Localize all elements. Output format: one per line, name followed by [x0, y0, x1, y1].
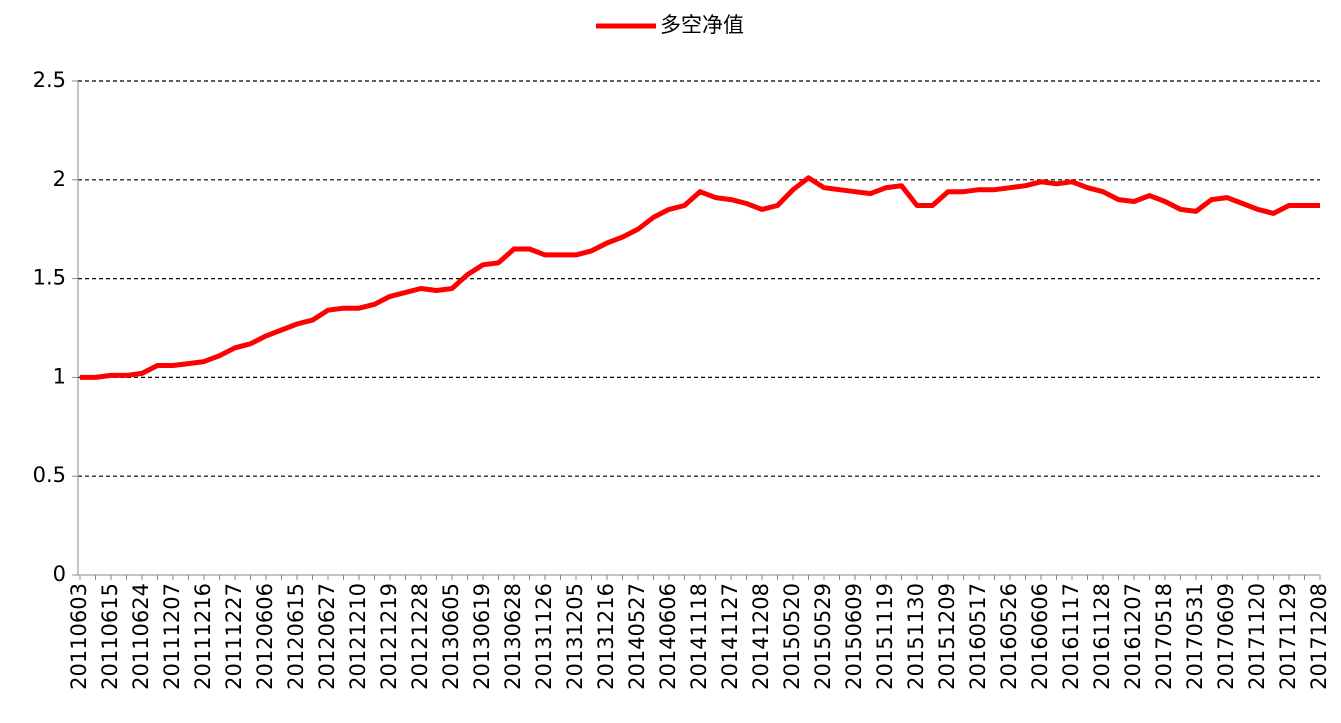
x-tick-label: 20151119 — [873, 583, 897, 690]
x-tick-label: 20170518 — [1152, 583, 1176, 690]
x-tick-label: 20170531 — [1183, 583, 1207, 690]
x-tick-label: 20111216 — [191, 583, 215, 690]
x-tick-label: 20171129 — [1276, 583, 1300, 690]
x-tick-label: 20131205 — [563, 583, 587, 690]
x-tick-label: 20120606 — [253, 583, 277, 690]
x-tick-label: 20170609 — [1214, 583, 1238, 690]
x-tick-label: 20151130 — [904, 583, 928, 690]
y-tick-label: 2.5 — [33, 68, 66, 92]
x-tick-label: 20110615 — [98, 583, 122, 690]
x-tick-label: 20161207 — [1121, 583, 1145, 690]
y-tick-label: 0 — [53, 562, 66, 586]
x-tick-label: 20160517 — [966, 583, 990, 690]
x-tick-label: 20141127 — [718, 583, 742, 690]
x-tick-label: 20130619 — [470, 583, 494, 690]
x-tick-label: 20150520 — [780, 583, 804, 690]
x-tick-label: 20120615 — [284, 583, 308, 690]
x-tick-label: 20171120 — [1245, 583, 1269, 690]
y-tick-label: 2 — [53, 167, 66, 191]
data-line — [80, 175, 1320, 380]
x-tick-label: 20151209 — [935, 583, 959, 690]
x-tick-label: 20161128 — [1090, 583, 1114, 690]
x-tick-label: 20130605 — [439, 583, 463, 690]
x-tick-label: 20110624 — [129, 583, 153, 690]
x-tick-label: 20150529 — [811, 583, 835, 690]
x-tick-label: 20121228 — [408, 583, 432, 690]
x-tick-label: 20110603 — [67, 583, 91, 690]
x-tick-label: 20150609 — [842, 583, 866, 690]
x-tick-label: 20171208 — [1307, 583, 1331, 690]
x-tick-label: 20140527 — [625, 583, 649, 690]
x-tick-label: 20111227 — [222, 583, 246, 690]
x-tick-label: 20130628 — [501, 583, 525, 690]
legend-label: 多空净值 — [660, 13, 744, 37]
x-tick-label: 20121210 — [346, 583, 370, 690]
y-tick-label: 0.5 — [33, 463, 66, 487]
y-tick-label: 1.5 — [33, 266, 66, 290]
x-tick-label: 20121219 — [377, 583, 401, 690]
x-tick-label: 20140606 — [656, 583, 680, 690]
x-tick-label: 20141208 — [749, 583, 773, 690]
x-tick-label: 20161117 — [1059, 583, 1083, 690]
x-tick-label: 20111207 — [160, 583, 184, 690]
x-tick-label: 20131126 — [532, 583, 556, 690]
x-tick-label: 20131216 — [594, 583, 618, 690]
x-tick-label: 20160526 — [997, 583, 1021, 690]
x-tick-label: 20160606 — [1028, 583, 1052, 690]
y-tick-label: 1 — [53, 364, 66, 388]
x-tick-label: 20141118 — [687, 583, 711, 690]
x-tick-label: 20120627 — [315, 583, 339, 690]
